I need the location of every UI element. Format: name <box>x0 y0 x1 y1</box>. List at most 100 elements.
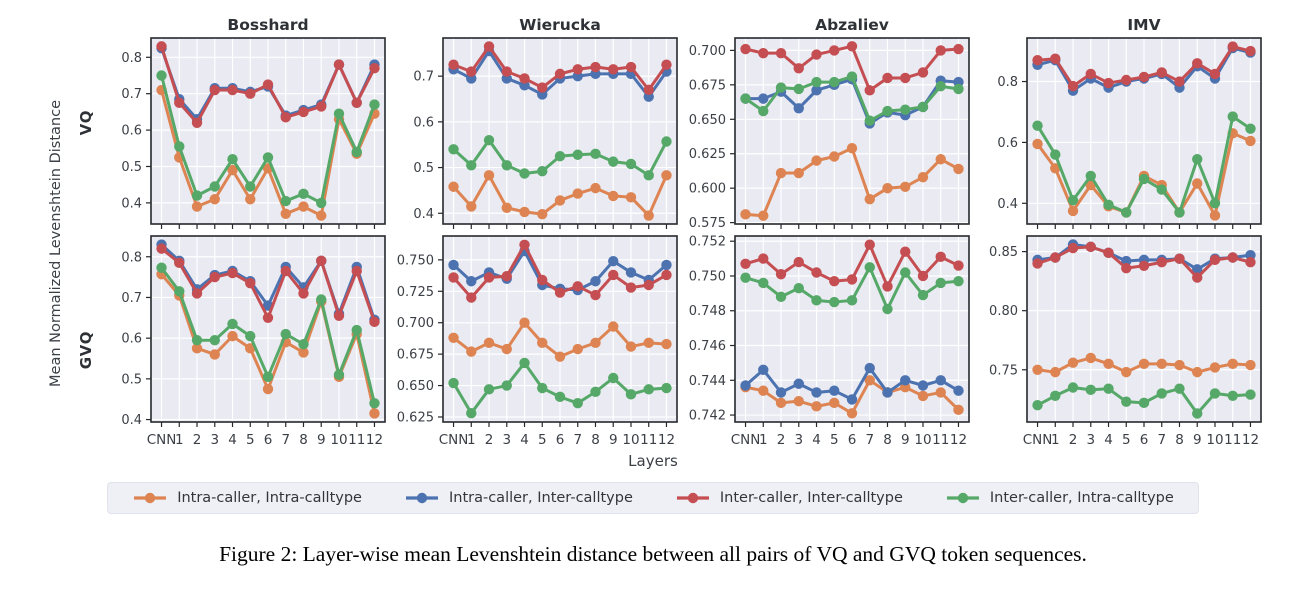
point-inter-caller-inter-calltype <box>191 117 203 129</box>
point-inter-caller-intra-calltype <box>227 154 238 165</box>
y-tick-label: 0.750 <box>689 269 726 284</box>
point-inter-caller-intra-calltype <box>1121 207 1132 218</box>
point-inter-caller-intra-calltype <box>245 181 256 192</box>
x-tick-label: 3 <box>1086 432 1095 448</box>
point-inter-caller-inter-calltype <box>174 257 185 269</box>
point-inter-caller-inter-calltype <box>643 84 654 96</box>
point-inter-caller-intra-calltype <box>811 76 822 88</box>
x-tick-label: CNN <box>1023 432 1053 448</box>
point-intra-caller-intra-calltype <box>643 210 654 221</box>
point-intra-caller-intra-calltype <box>501 202 512 213</box>
point-inter-caller-inter-calltype <box>1103 77 1114 89</box>
point-inter-caller-inter-calltype <box>245 278 256 289</box>
point-intra-caller-inter-calltype <box>775 387 787 398</box>
x-axis-label: Layers <box>628 452 678 470</box>
point-intra-caller-intra-calltype <box>1227 358 1238 370</box>
x-tick-label: CNN <box>439 432 469 448</box>
point-intra-caller-intra-calltype <box>1085 352 1096 364</box>
point-inter-caller-intra-calltype <box>1174 383 1185 394</box>
x-tick-label: 1 <box>759 432 768 448</box>
point-intra-caller-intra-calltype <box>811 401 822 412</box>
x-tick-label: 5 <box>538 432 547 448</box>
series-inter-caller-intra-calltype <box>1032 111 1256 218</box>
point-inter-caller-intra-calltype <box>298 188 309 199</box>
x-tick-label: 4 <box>812 432 821 448</box>
row-label-vq-container: VQ <box>73 16 99 230</box>
point-inter-caller-intra-calltype <box>953 276 964 287</box>
series-intra-caller-intra-calltype <box>448 317 672 362</box>
point-intra-caller-inter-calltype <box>608 255 619 267</box>
series-inter-caller-inter-calltype <box>448 41 672 96</box>
point-inter-caller-inter-calltype <box>608 269 619 281</box>
point-inter-caller-intra-calltype <box>625 389 637 400</box>
point-inter-caller-intra-calltype <box>1174 207 1185 218</box>
point-inter-caller-inter-calltype <box>280 112 291 123</box>
point-intra-caller-intra-calltype <box>1067 205 1079 217</box>
point-inter-caller-inter-calltype <box>1032 55 1043 66</box>
subplot-title: Wierucka <box>519 16 601 34</box>
point-intra-caller-intra-calltype <box>608 190 619 202</box>
point-inter-caller-intra-calltype <box>209 181 220 192</box>
point-inter-caller-inter-calltype <box>740 258 751 270</box>
point-intra-caller-intra-calltype <box>1103 358 1114 370</box>
y-tick-label: 0.4 <box>121 413 142 428</box>
x-tick-label: 8 <box>299 432 308 448</box>
y-tick-label: 0.744 <box>689 374 726 389</box>
point-inter-caller-intra-calltype <box>882 303 893 315</box>
point-inter-caller-inter-calltype <box>882 72 893 84</box>
point-intra-caller-intra-calltype <box>775 167 787 179</box>
series-inter-caller-intra-calltype <box>156 70 380 209</box>
point-intra-caller-intra-calltype <box>1050 163 1061 174</box>
axis-ticks <box>730 240 960 427</box>
point-inter-caller-inter-calltype <box>882 281 893 292</box>
point-inter-caller-intra-calltype <box>537 382 548 394</box>
point-inter-caller-inter-calltype <box>846 274 858 285</box>
legend-item-intra-caller-inter-calltype: Intra-caller, Inter-calltype <box>404 490 633 506</box>
x-tick-label: 7 <box>865 432 874 448</box>
point-inter-caller-intra-calltype <box>466 160 477 171</box>
legend-item-intra-caller-intra-calltype: Intra-caller, Intra-calltype <box>132 490 362 506</box>
point-intra-caller-intra-calltype <box>280 208 291 220</box>
series-inter-caller-inter-calltype <box>1032 41 1256 92</box>
point-inter-caller-intra-calltype <box>262 152 274 163</box>
point-inter-caller-inter-calltype <box>935 251 946 263</box>
point-inter-caller-intra-calltype <box>351 324 362 336</box>
point-inter-caller-intra-calltype <box>1085 170 1096 182</box>
y-tick-label: 0.6 <box>121 332 142 347</box>
point-inter-caller-inter-calltype <box>953 260 964 271</box>
y-tick-label: 0.85 <box>989 245 1018 260</box>
point-inter-caller-intra-calltype <box>369 398 380 409</box>
point-inter-caller-intra-calltype <box>935 277 946 289</box>
point-intra-caller-intra-calltype <box>935 154 946 165</box>
legend-marker-icon <box>405 492 438 504</box>
x-tick-label: 9 <box>901 432 910 448</box>
point-inter-caller-inter-calltype <box>554 68 566 80</box>
point-inter-caller-intra-calltype <box>661 382 672 394</box>
point-intra-caller-intra-calltype <box>519 317 530 328</box>
y-tick-label: 0.725 <box>397 285 434 300</box>
point-inter-caller-inter-calltype <box>209 84 220 96</box>
point-intra-caller-intra-calltype <box>758 210 769 221</box>
x-tick-label: 4 <box>1104 432 1113 448</box>
y-tick-label: 0.742 <box>689 409 726 424</box>
point-inter-caller-intra-calltype <box>501 160 512 171</box>
point-intra-caller-intra-calltype <box>191 201 203 212</box>
x-tick-label: 1 <box>175 432 184 448</box>
point-inter-caller-intra-calltype <box>811 295 822 306</box>
y-tick-label: 0.650 <box>689 113 726 128</box>
point-inter-caller-intra-calltype <box>608 372 619 384</box>
y-tick-label: 0.7 <box>413 70 434 85</box>
point-inter-caller-inter-calltype <box>864 239 875 250</box>
point-intra-caller-intra-calltype <box>758 385 769 396</box>
point-inter-caller-inter-calltype <box>625 61 637 73</box>
point-intra-caller-intra-calltype <box>1050 366 1061 378</box>
point-intra-caller-inter-calltype <box>740 380 751 391</box>
point-inter-caller-inter-calltype <box>1085 241 1096 253</box>
x-tick-label: 6 <box>264 432 273 448</box>
point-inter-caller-intra-calltype <box>643 384 654 395</box>
point-inter-caller-intra-calltype <box>554 391 566 403</box>
point-inter-caller-intra-calltype <box>740 272 751 283</box>
point-inter-caller-intra-calltype <box>333 108 345 119</box>
point-intra-caller-intra-calltype <box>846 143 858 154</box>
point-inter-caller-intra-calltype <box>643 170 654 181</box>
